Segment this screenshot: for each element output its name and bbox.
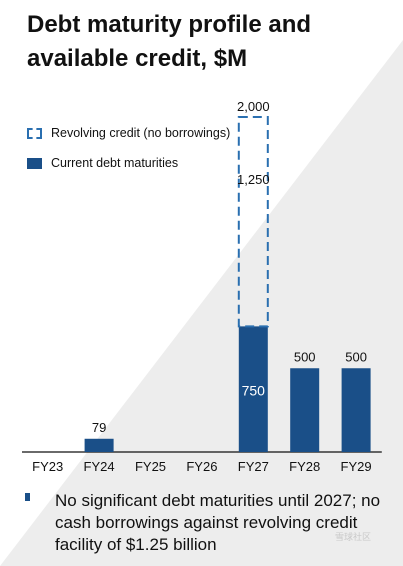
summary-text: No significant debt maturities until 202…	[55, 491, 381, 554]
total-label-fy27: 2,000	[237, 99, 270, 114]
x-tick-label-fy23: FY23	[32, 459, 63, 474]
legend-item-revolving: Revolving credit (no borrowings)	[27, 122, 230, 144]
debt-bar-fy27	[238, 326, 268, 452]
legend-label-debt: Current debt maturities	[51, 156, 179, 170]
debt-value-label-fy29: 500	[345, 349, 367, 364]
watermark-text: 雪球社区	[335, 532, 372, 542]
debt-value-label-fy24: 79	[92, 420, 106, 435]
x-tick-label-fy27: FY27	[238, 459, 269, 474]
x-tick-label-fy26: FY26	[186, 459, 217, 474]
chart-legend: Revolving credit (no borrowings) Current…	[27, 122, 230, 182]
revolving-bar-fy27	[237, 116, 269, 328]
revolving-value-label-fy27: 1,250	[237, 172, 270, 187]
x-tick-label-fy29: FY29	[341, 459, 372, 474]
bullet-marker	[25, 493, 30, 501]
revolving-swatch	[27, 127, 42, 139]
debt-value-label-fy27: 750	[242, 382, 266, 398]
x-tick-label-fy24: FY24	[84, 459, 115, 474]
debt-bar-fy29	[341, 368, 371, 452]
debt-bar-fy24	[84, 438, 114, 452]
legend-label-revolving: Revolving credit (no borrowings)	[51, 126, 231, 140]
legend-item-debt: Current debt maturities	[27, 152, 230, 174]
debt-bar-fy28	[290, 368, 320, 452]
debt-swatch	[27, 157, 42, 169]
page-title: Debt maturity profile and available cred…	[27, 11, 312, 72]
debt-value-label-fy28: 500	[294, 349, 316, 364]
x-tick-label-fy28: FY28	[289, 459, 320, 474]
x-tick-label-fy25: FY25	[135, 459, 166, 474]
